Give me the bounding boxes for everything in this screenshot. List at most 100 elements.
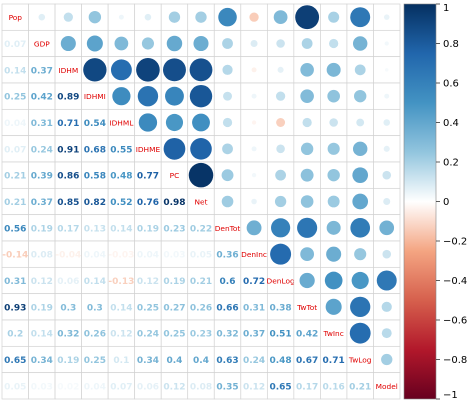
matrix-cell	[28, 372, 56, 400]
correlation-circle	[249, 12, 259, 22]
matrix-cell	[134, 135, 162, 163]
correlation-value: 0.3	[60, 303, 76, 313]
matrix-cell	[107, 161, 136, 189]
correlation-value: 0.42	[296, 330, 318, 340]
correlation-circle	[138, 113, 158, 132]
correlation-value: 0.05	[4, 382, 26, 392]
correlation-circle	[277, 66, 284, 73]
correlation-value: 0.85	[57, 198, 79, 208]
variable-label: TwInc	[323, 329, 344, 338]
correlation-circle	[350, 296, 371, 317]
matrix-cell	[160, 240, 189, 268]
correlation-circle	[382, 170, 392, 180]
colorbar-tick-label: −0.6	[443, 316, 467, 327]
correlation-circle	[275, 169, 286, 181]
matrix-cell	[320, 345, 348, 374]
matrix-cell	[320, 319, 348, 347]
correlation-circle	[354, 64, 366, 76]
matrix-cell	[240, 240, 268, 268]
correlation-circle	[166, 35, 183, 52]
correlation-value: 0.26	[84, 330, 106, 340]
variable-label: PC	[170, 171, 180, 180]
correlation-value: 0.12	[163, 382, 185, 392]
correlation-circle	[376, 270, 397, 291]
correlation-circle	[163, 137, 186, 160]
correlation-circle	[300, 195, 314, 208]
matrix-cell	[1, 56, 29, 84]
matrix-cell	[1, 82, 29, 110]
correlation-circle	[251, 67, 257, 73]
correlation-circle	[302, 117, 312, 128]
correlation-circle	[354, 89, 367, 103]
correlation-value: 0.58	[84, 172, 106, 182]
matrix-cell	[134, 266, 162, 295]
correlation-circle	[326, 220, 341, 235]
correlation-value: 0.34	[31, 356, 53, 366]
matrix-cell	[160, 372, 189, 400]
correlation-value: 0.22	[190, 224, 212, 234]
correlation-value: 0.72	[243, 277, 265, 287]
correlation-circle	[136, 58, 160, 82]
correlation-circle	[251, 120, 257, 125]
correlation-value: 0.21	[349, 382, 371, 392]
correlation-circle	[86, 35, 103, 52]
correlation-value: 0.86	[57, 172, 79, 182]
matrix-cell	[160, 319, 189, 347]
correlation-circle	[251, 146, 257, 152]
matrix-cell	[213, 372, 242, 400]
matrix-cell	[1, 135, 29, 163]
colorbar-tick-label: −0.4	[443, 276, 467, 287]
matrix-cell	[320, 372, 348, 400]
correlation-circle	[276, 39, 285, 48]
correlation-circle	[63, 12, 73, 22]
correlation-value: 0.32	[57, 330, 79, 340]
correlation-circle	[301, 38, 313, 49]
correlation-value: 0.31	[243, 303, 265, 313]
correlation-value: -0.14	[2, 251, 28, 261]
matrix-cell	[81, 135, 109, 163]
correlation-circle	[223, 91, 232, 101]
correlation-value: 0.12	[137, 277, 159, 287]
correlation-circle	[383, 14, 390, 20]
correlation-value: 0.08	[31, 251, 53, 261]
correlation-value: 0.12	[31, 277, 53, 287]
matrix-cell	[54, 214, 82, 242]
correlation-circle	[325, 298, 342, 315]
correlation-value: 0.93	[4, 303, 26, 313]
correlation-circle	[137, 85, 159, 107]
variable-label: Pop	[9, 13, 23, 22]
correlation-value: 0.35	[216, 382, 238, 392]
correlation-value: 0.68	[84, 145, 106, 155]
correlation-circle	[383, 145, 390, 152]
correlation-circle	[382, 249, 392, 259]
correlation-circle	[112, 87, 131, 106]
correlation-circle	[221, 169, 234, 182]
variable-label: Net	[195, 198, 208, 207]
correlation-circle	[193, 35, 209, 52]
correlation-circle	[110, 59, 132, 81]
matrix-cell	[54, 82, 82, 110]
correlation-value: 0.48	[110, 172, 132, 182]
colorbar-tick-label: 0.2	[443, 158, 459, 169]
variable-label: GDP	[34, 40, 50, 49]
colorbar-tick-label: 0.6	[443, 79, 459, 90]
correlation-circle	[350, 7, 371, 28]
correlation-circle	[189, 58, 213, 82]
variable-label: DenInc	[241, 250, 267, 259]
matrix-cell	[81, 240, 109, 268]
matrix-cell	[81, 82, 109, 110]
correlation-value: 0.16	[323, 382, 345, 392]
matrix-cell	[28, 214, 56, 242]
variable-label: IDHM	[58, 66, 78, 75]
variable-label: TwTot	[296, 303, 317, 312]
correlation-value: 0.03	[31, 382, 53, 392]
matrix-cell	[213, 319, 242, 347]
correlation-circle	[299, 272, 315, 289]
correlation-circle	[38, 13, 46, 21]
variable-label: DenLog	[267, 277, 295, 286]
correlation-circle	[276, 118, 286, 127]
matrix-cell	[1, 108, 29, 137]
correlation-circle	[300, 168, 314, 182]
correlation-value: 0.19	[163, 277, 185, 287]
correlation-value: 0.91	[57, 145, 79, 155]
